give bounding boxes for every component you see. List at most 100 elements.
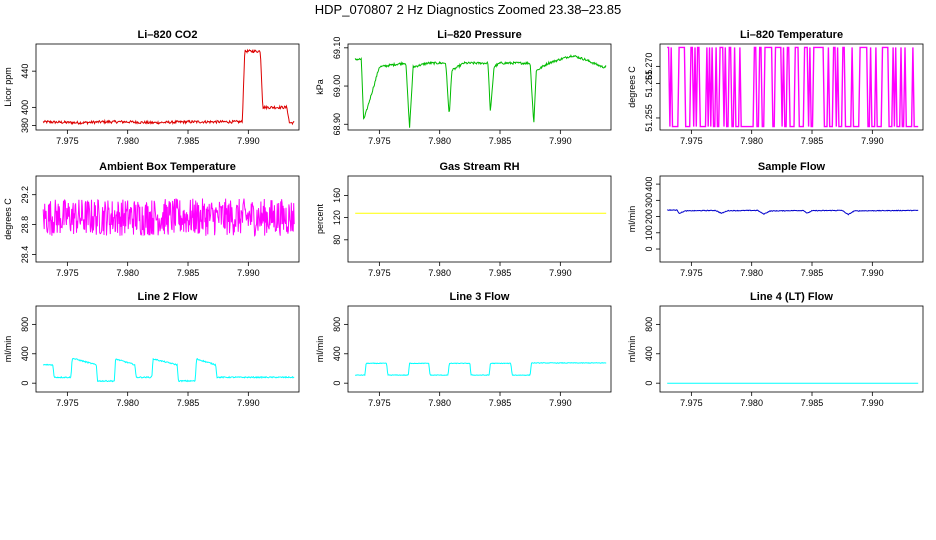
y-tick-label: 800 bbox=[20, 317, 30, 332]
data-series bbox=[666, 209, 919, 216]
x-tick-label: 7.980 bbox=[116, 268, 139, 278]
y-axis-label: ml/min bbox=[315, 336, 325, 363]
panel-5: Gas Stream RH percent 7.975 7.980 7.985 7.990… bbox=[315, 161, 612, 278]
x-tick-label: 7.980 bbox=[428, 136, 451, 146]
x-tick-label: 7.975 bbox=[56, 136, 79, 146]
panel-title: Li–820 CO2 bbox=[138, 29, 198, 41]
data-series bbox=[354, 362, 607, 377]
y-tick-label: 100 bbox=[644, 225, 654, 240]
x-tick-label: 7.990 bbox=[549, 136, 572, 146]
y-tick-label: 160 bbox=[332, 188, 342, 203]
data-series bbox=[354, 54, 607, 128]
y-tick-label: 400 bbox=[644, 177, 654, 192]
x-tick-label: 7.985 bbox=[489, 268, 512, 278]
x-tick-label: 7.985 bbox=[801, 136, 824, 146]
x-tick-label: 7.975 bbox=[368, 398, 391, 408]
y-tick-label: 0 bbox=[644, 247, 654, 252]
y-tick-label: 400 bbox=[20, 346, 30, 361]
y-tick-label: 380 bbox=[20, 118, 30, 133]
y-axis-label: kPa bbox=[315, 79, 325, 95]
y-tick-label: 300 bbox=[644, 193, 654, 208]
x-tick-label: 7.990 bbox=[861, 398, 884, 408]
x-tick-label: 7.975 bbox=[368, 136, 391, 146]
y-axis-label: Licor ppm bbox=[3, 67, 13, 107]
x-tick-label: 7.980 bbox=[428, 398, 451, 408]
panel-title: Line 3 Flow bbox=[450, 291, 510, 303]
panel-title: Ambient Box Temperature bbox=[99, 161, 236, 173]
panel-1: Li–820 CO2 Licor ppm 7.975 7.980 7.985 7.990 3… bbox=[3, 29, 300, 146]
plot-frame bbox=[347, 175, 612, 263]
y-tick-label: 200 bbox=[644, 209, 654, 224]
data-series bbox=[42, 48, 295, 126]
y-tick-label: 0 bbox=[644, 381, 654, 386]
plot-frame bbox=[347, 43, 612, 131]
x-tick-label: 7.980 bbox=[116, 136, 139, 146]
x-tick-label: 7.985 bbox=[801, 268, 824, 278]
panel-8: Line 3 Flow ml/min 7.975 7.980 7.985 7.990 0 40… bbox=[315, 291, 612, 408]
x-tick-label: 7.990 bbox=[237, 398, 260, 408]
x-tick-label: 7.990 bbox=[861, 268, 884, 278]
panel-7: Line 2 Flow ml/min 7.975 7.980 7.985 7.990 0 40… bbox=[3, 291, 300, 408]
x-tick-label: 7.985 bbox=[489, 398, 512, 408]
panel-title: Line 2 Flow bbox=[138, 291, 198, 303]
x-tick-label: 7.985 bbox=[177, 398, 200, 408]
x-tick-label: 7.975 bbox=[680, 398, 703, 408]
x-tick-label: 7.985 bbox=[801, 398, 824, 408]
y-tick-label: 0 bbox=[20, 381, 30, 386]
y-tick-label: 400 bbox=[332, 346, 342, 361]
plot-frame bbox=[659, 305, 924, 393]
y-tick-label: 800 bbox=[644, 317, 654, 332]
y-tick-label: 51.270 bbox=[644, 53, 654, 81]
x-tick-label: 7.985 bbox=[177, 136, 200, 146]
y-tick-label: 69.10 bbox=[332, 37, 342, 60]
panel-3: Li–820 Temperature degrees C 7.975 7.980 7.9… bbox=[627, 29, 924, 146]
panel-title: Sample Flow bbox=[758, 161, 826, 173]
data-series bbox=[667, 46, 919, 128]
x-tick-label: 7.975 bbox=[56, 268, 79, 278]
data-series bbox=[42, 357, 295, 383]
y-tick-label: 68.90 bbox=[332, 113, 342, 136]
x-tick-label: 7.985 bbox=[489, 136, 512, 146]
y-tick-label: 120 bbox=[332, 210, 342, 225]
plot-frame bbox=[347, 305, 612, 393]
x-tick-label: 7.980 bbox=[740, 398, 763, 408]
plot-frame bbox=[35, 43, 300, 131]
y-tick-label: 28.4 bbox=[20, 246, 30, 264]
y-tick-label: 400 bbox=[644, 346, 654, 361]
x-tick-label: 7.990 bbox=[549, 398, 572, 408]
x-tick-label: 7.975 bbox=[368, 268, 391, 278]
plot-frame bbox=[659, 175, 924, 263]
x-tick-label: 7.990 bbox=[237, 268, 260, 278]
y-tick-label: 800 bbox=[332, 317, 342, 332]
x-tick-label: 7.990 bbox=[861, 136, 884, 146]
y-tick-label: 0 bbox=[332, 381, 342, 386]
x-tick-label: 7.975 bbox=[56, 398, 79, 408]
plot-frame bbox=[659, 43, 924, 131]
y-tick-label: 440 bbox=[20, 64, 30, 79]
x-tick-label: 7.975 bbox=[680, 268, 703, 278]
page-title: HDP_070807 2 Hz Diagnostics Zoomed 23.38… bbox=[314, 2, 622, 17]
x-tick-label: 7.980 bbox=[428, 268, 451, 278]
y-axis-label: degrees C bbox=[627, 66, 637, 108]
x-tick-label: 7.980 bbox=[116, 398, 139, 408]
x-tick-label: 7.980 bbox=[740, 136, 763, 146]
plot-frame bbox=[35, 305, 300, 393]
y-axis-label: degrees C bbox=[3, 198, 13, 240]
panel-title: Line 4 (LT) Flow bbox=[750, 291, 833, 303]
data-series bbox=[42, 198, 295, 237]
x-tick-label: 7.980 bbox=[740, 268, 763, 278]
panel-4: Ambient Box Temperature degrees C 7.975 7.9… bbox=[3, 161, 300, 278]
y-tick-label: 51.255 bbox=[644, 104, 654, 132]
panel-title: Gas Stream RH bbox=[439, 161, 519, 173]
y-axis-label: percent bbox=[315, 203, 325, 234]
x-tick-label: 7.985 bbox=[177, 268, 200, 278]
y-tick-label: 51.265 bbox=[644, 70, 654, 98]
y-axis-label: ml/min bbox=[627, 336, 637, 363]
panel-title: Li–820 Pressure bbox=[437, 29, 521, 41]
x-tick-label: 7.990 bbox=[237, 136, 260, 146]
panel-title: Li–820 Temperature bbox=[740, 29, 843, 41]
y-tick-label: 29.2 bbox=[20, 186, 30, 204]
y-tick-label: 69.00 bbox=[332, 75, 342, 98]
x-tick-label: 7.975 bbox=[680, 136, 703, 146]
panel-2: Li–820 Pressure kPa 7.975 7.980 7.985 7.990 68… bbox=[315, 29, 612, 146]
